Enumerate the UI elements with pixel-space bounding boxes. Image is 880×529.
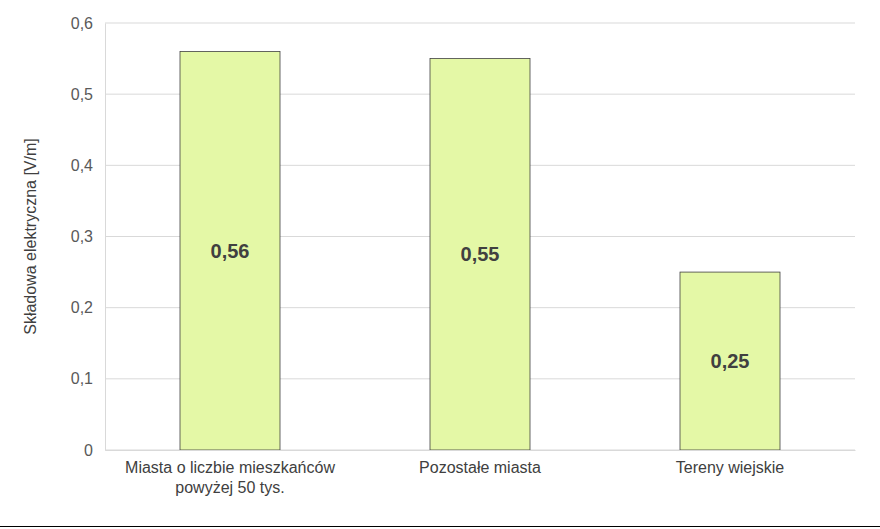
- y-tick: 0: [84, 442, 105, 459]
- y-tick: 0,2: [71, 299, 105, 316]
- x-tick: Miasta o liczbie mieszkańców powyżej 50 t…: [125, 459, 335, 496]
- y-tick: 0,5: [71, 86, 105, 103]
- grid-line: [105, 23, 855, 24]
- y-axis-line: [105, 24, 106, 451]
- bar: [430, 59, 530, 450]
- label-line: powyżej 50 tys.: [175, 479, 284, 496]
- chart-svg: 0 0,1 0,2 0,3 0,4 0,5 0,6 Miasta o liczbie mies…: [0, 0, 880, 529]
- x-tick-label: Miasta o liczbie mieszkańców powyżej 50 t…: [125, 459, 335, 496]
- bars: [180, 51, 780, 450]
- y-tick-label: 0,1: [71, 370, 93, 387]
- x-axis-line: [106, 450, 856, 451]
- y-tick-label: 0,6: [71, 15, 93, 32]
- label-line: Pozostałe miasta: [419, 459, 541, 476]
- label-line: Tereny wiejskie: [676, 459, 785, 476]
- x-tick-label: Pozostałe miasta: [419, 459, 541, 476]
- bar: [680, 272, 780, 450]
- plot: 0 0,1 0,2 0,3 0,4 0,5 0,6 Miasta o liczbie mies…: [71, 15, 856, 497]
- y-tick-label: 0,2: [71, 299, 93, 316]
- data-label: 0,25: [711, 350, 750, 372]
- x-tick-label: Tereny wiejskie: [676, 459, 785, 476]
- x-tick: Tereny wiejskie: [676, 459, 785, 476]
- label-line: Miasta o liczbie mieszkańców: [125, 459, 335, 476]
- data-label: 0,56: [211, 240, 250, 262]
- chart-container: 0 0,1 0,2 0,3 0,4 0,5 0,6 Miasta o liczbie mies…: [0, 0, 880, 529]
- y-tick: 0,3: [71, 228, 105, 245]
- y-axis-title: Składowa elektryczna [V/m]: [22, 138, 39, 335]
- y-tick-label: 0,5: [71, 86, 93, 103]
- grid: [105, 23, 855, 450]
- y-tick: 0,4: [71, 157, 105, 174]
- x-axis: Miasta o liczbie mieszkańców powyżej 50 t…: [106, 451, 856, 497]
- frame-line: [0, 526, 880, 527]
- y-tick: 0,6: [71, 15, 105, 32]
- bar: [180, 51, 280, 450]
- data-labels: 0,56 0,55 0,25: [211, 240, 750, 372]
- data-label: 0,55: [461, 243, 500, 265]
- y-tick-label: 0,3: [71, 228, 93, 245]
- x-tick: Pozostałe miasta: [419, 459, 541, 476]
- y-tick: 0,1: [71, 370, 105, 387]
- y-tick-label: 0: [84, 442, 93, 459]
- y-tick-label: 0,4: [71, 157, 93, 174]
- y-axis: 0 0,1 0,2 0,3 0,4 0,5 0,6: [71, 15, 106, 459]
